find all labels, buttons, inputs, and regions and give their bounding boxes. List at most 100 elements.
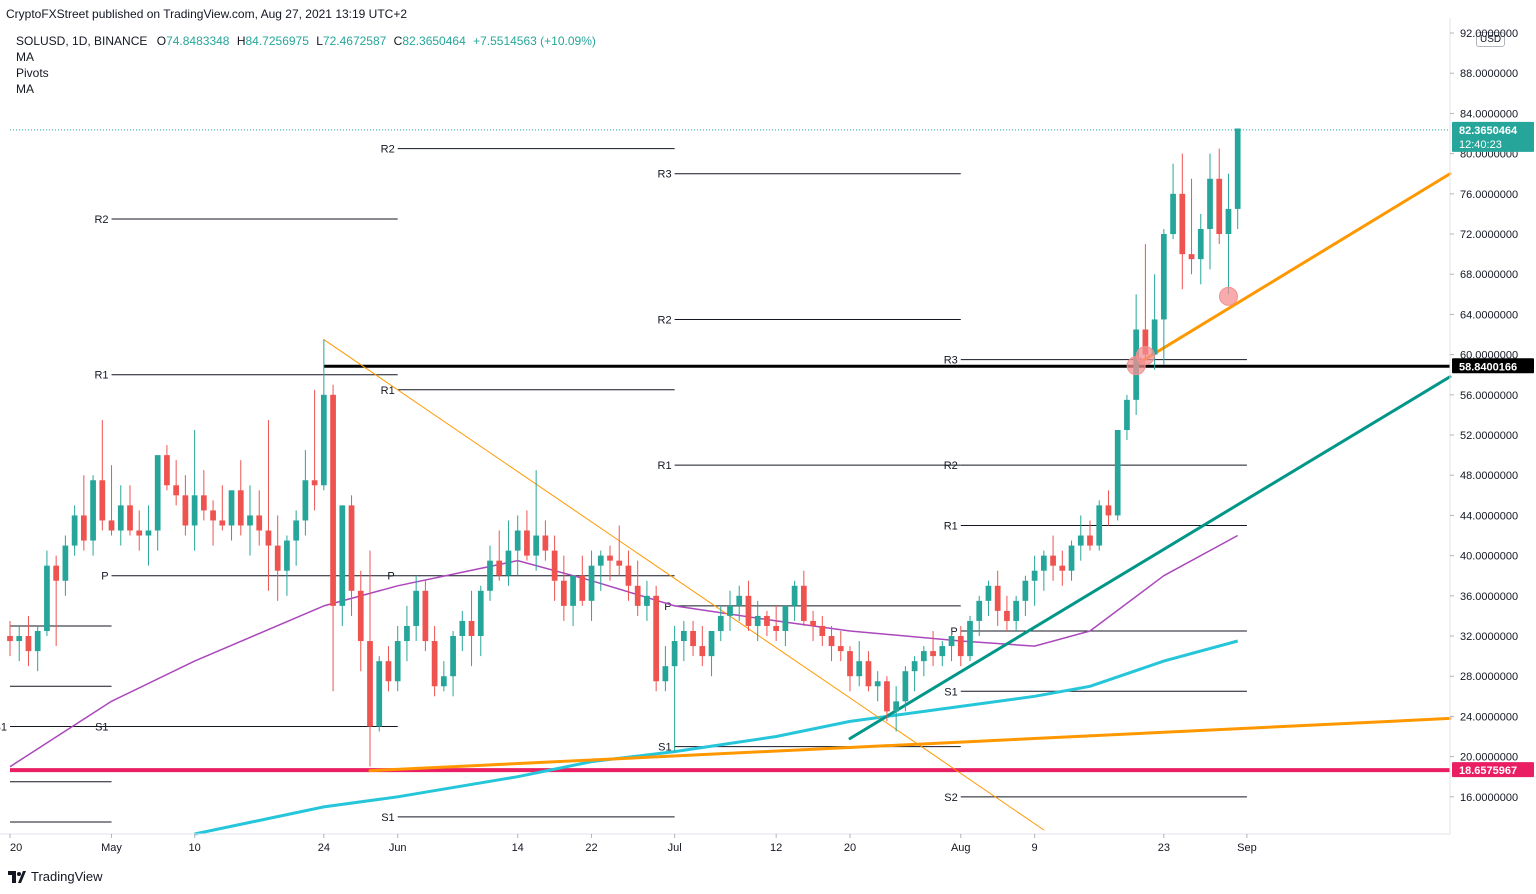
- candle: [468, 590, 475, 667]
- candles: [7, 128, 1241, 767]
- tradingview-brand: TradingView: [31, 869, 103, 884]
- candle: [1179, 153, 1186, 290]
- candle-body: [1114, 430, 1121, 516]
- pivot-label: S1: [95, 721, 108, 733]
- candle-body: [505, 550, 512, 576]
- candle: [930, 630, 936, 667]
- candle-body: [284, 540, 290, 571]
- price-labels: 82.3650464 12:40:23 58.8400166 18.6575967: [1452, 121, 1534, 778]
- candle: [800, 570, 807, 626]
- candle-body: [616, 560, 623, 566]
- candle: [708, 630, 715, 677]
- candle: [551, 535, 558, 601]
- indicator-pivots[interactable]: Pivots: [16, 66, 49, 80]
- candle: [1022, 575, 1029, 616]
- candle: [330, 384, 336, 692]
- candle-body: [551, 550, 558, 581]
- candle-body: [644, 595, 650, 606]
- candle: [893, 686, 900, 732]
- candle-body: [727, 605, 733, 616]
- symbol-label[interactable]: SOLUSD, 1D, BINANCE: [16, 34, 148, 48]
- candle-body: [671, 641, 678, 667]
- candle-body: [302, 480, 309, 521]
- candle: [828, 625, 835, 662]
- price-tick-label: 92.0000000: [1460, 28, 1518, 40]
- candle: [496, 530, 503, 581]
- candle-body: [7, 636, 13, 642]
- indicator-ma-1[interactable]: MA: [16, 50, 34, 64]
- candle: [1013, 595, 1020, 631]
- pivot-label: S1: [381, 812, 394, 824]
- candle-body: [385, 661, 392, 682]
- time-tick-label: 12: [770, 842, 782, 854]
- candle-body: [939, 646, 946, 657]
- candle-body: [53, 565, 60, 581]
- trend-lines: [323, 172, 1452, 831]
- candle-body: [44, 565, 50, 631]
- orange-descending-trend-line: [323, 339, 1045, 831]
- candle-body: [117, 505, 124, 531]
- candle-body: [930, 651, 936, 657]
- candle: [819, 615, 826, 647]
- candle: [874, 671, 881, 702]
- candle: [570, 575, 576, 626]
- price-tick-label: 76.0000000: [1460, 189, 1518, 201]
- candle: [145, 505, 152, 566]
- candle: [1105, 490, 1112, 526]
- price-tick-label: 32.0000000: [1460, 631, 1518, 643]
- change-value: +7.5514563 (+10.09%): [473, 34, 596, 48]
- candle-body: [570, 575, 576, 606]
- price-tick-label: 36.0000000: [1460, 591, 1518, 603]
- candle-body: [1124, 399, 1130, 430]
- candle: [16, 625, 23, 662]
- candle: [256, 490, 263, 546]
- candle: [560, 555, 567, 621]
- pivot-label: R1: [381, 385, 395, 397]
- candle-body: [607, 555, 613, 561]
- candle: [1124, 394, 1130, 441]
- horizontal-levels: [10, 129, 1450, 773]
- pivot-label: R1: [944, 520, 958, 532]
- candle-body: [25, 636, 32, 652]
- candle: [607, 545, 613, 581]
- candle-body: [487, 560, 493, 591]
- candle: [1087, 520, 1093, 551]
- candle: [505, 520, 512, 586]
- candle-body: [311, 480, 318, 486]
- candle-body: [745, 595, 752, 626]
- ma-purple-line: [9, 534, 1239, 768]
- candle-body: [450, 636, 456, 677]
- candle: [1225, 173, 1232, 295]
- pivot-label: P: [101, 571, 108, 583]
- indicator-ma-2[interactable]: MA: [16, 82, 34, 96]
- pivot-label: R3: [944, 355, 958, 367]
- candle-body: [330, 394, 336, 606]
- candle-body: [210, 510, 216, 521]
- candle-body: [468, 620, 475, 637]
- pivot-label: R1: [658, 460, 672, 472]
- candle: [210, 500, 216, 546]
- candle-body: [404, 625, 410, 642]
- currency-badge[interactable]: USD: [1476, 32, 1506, 47]
- time-tick-label: 10: [188, 842, 200, 854]
- tradingview-footer[interactable]: TradingView: [8, 869, 103, 884]
- candle: [634, 560, 641, 616]
- candle-body: [560, 580, 567, 606]
- price-tick-label: 16.0000000: [1460, 792, 1518, 804]
- candle: [597, 550, 604, 591]
- candle: [810, 610, 816, 642]
- candle: [782, 605, 789, 647]
- price-tick-label: 52.0000000: [1460, 430, 1518, 442]
- candle: [579, 555, 586, 606]
- candle: [431, 625, 438, 697]
- candle: [71, 505, 78, 556]
- candle: [284, 535, 290, 596]
- candle: [404, 605, 410, 662]
- time-tick-label: 20: [10, 842, 22, 854]
- candle: [1077, 515, 1084, 561]
- candle: [699, 625, 706, 667]
- pivot-label: S1: [944, 686, 957, 698]
- candle: [1068, 540, 1075, 581]
- candle: [440, 661, 447, 692]
